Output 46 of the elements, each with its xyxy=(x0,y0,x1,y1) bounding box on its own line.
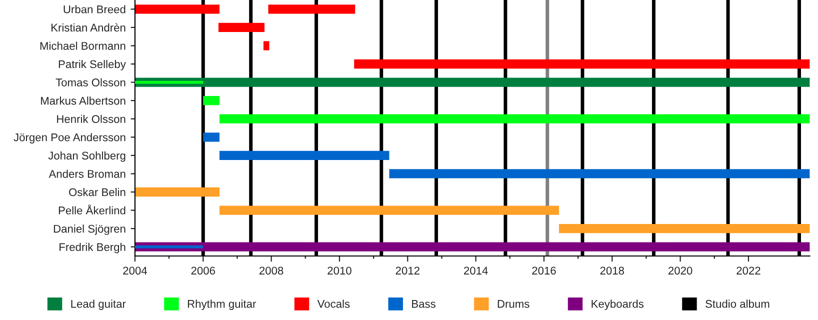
y-tick-label: Johan Sohlberg xyxy=(48,151,126,162)
bar xyxy=(558,224,810,234)
y-tick-label: Daniel Sjögren xyxy=(54,224,126,235)
x-tick-label: 2010 xyxy=(328,266,352,275)
y-tick-label: Urban Breed xyxy=(64,5,126,14)
x-tick-label: 2012 xyxy=(396,266,420,275)
y-tick-label: Michael Bormann xyxy=(40,42,126,50)
legend-label: Drums xyxy=(498,300,530,308)
x-tick-label: 2004 xyxy=(123,266,148,275)
bar xyxy=(134,78,810,87)
x-tick-label: 2016 xyxy=(532,266,556,275)
legend-label: Keyboards xyxy=(592,300,644,310)
bar xyxy=(203,132,220,142)
y-tick-label: Henrik Olsson xyxy=(57,114,126,123)
y-tick-label: Oskar Belin xyxy=(69,188,126,196)
y-tick-label: Markus Albertson xyxy=(41,96,126,105)
y-tick-label: Pelle Åkerlind xyxy=(58,204,126,214)
x-tick-label: 2018 xyxy=(600,266,624,275)
y-tick-label: Fredrik Bergh xyxy=(60,242,126,254)
legend-label: Bass xyxy=(412,300,436,308)
x-tick-label: 2022 xyxy=(736,266,760,275)
x-tick-label: 2008 xyxy=(260,266,284,275)
bar xyxy=(354,59,810,69)
legend-label: Vocals xyxy=(317,300,350,308)
bar xyxy=(263,41,270,50)
x-tick-label: 2020 xyxy=(668,266,692,275)
bar xyxy=(203,96,220,106)
bar xyxy=(218,22,264,32)
legend-label: Studio album xyxy=(706,300,770,308)
y-tick-label: Kristian Andrèn xyxy=(52,23,126,32)
bar xyxy=(134,242,810,252)
legend-label: Rhythm guitar xyxy=(188,300,256,310)
bar xyxy=(389,169,810,178)
bar xyxy=(134,4,220,14)
bar xyxy=(219,114,810,124)
bar xyxy=(268,4,356,14)
bar xyxy=(219,206,559,215)
y-tick-label: Anders Broman xyxy=(48,170,126,178)
legend-label: Lead guitar xyxy=(71,300,126,310)
bar xyxy=(219,150,390,160)
y-tick-label: Tomas Olsson xyxy=(56,78,126,86)
y-tick-label: Patrik Selleby xyxy=(58,60,126,70)
x-tick-label: 2006 xyxy=(191,266,216,275)
y-tick-label: Jörgen Poe Andersson xyxy=(14,133,126,144)
x-tick-label: 2014 xyxy=(464,266,488,275)
bar xyxy=(134,187,220,197)
